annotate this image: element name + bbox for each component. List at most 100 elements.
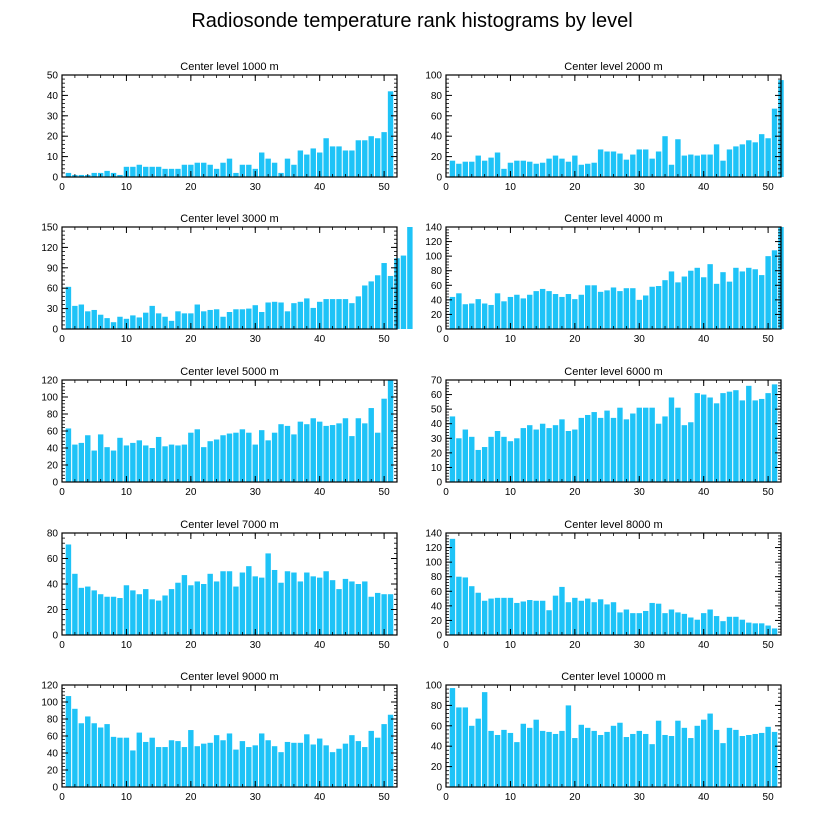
bar [668, 271, 675, 329]
bar [284, 158, 291, 177]
bar [297, 581, 304, 635]
bar [720, 743, 726, 787]
bar [323, 571, 329, 635]
bar [591, 730, 597, 787]
bar [362, 747, 368, 787]
y-tick-label: 100 [425, 681, 442, 692]
bar [336, 589, 342, 635]
bar [297, 421, 304, 482]
panel-2: Center level 2000 m 0 10 20 30 40 50 0 20 40 60 80 1… [425, 61, 784, 193]
bar [349, 303, 355, 329]
bar [636, 407, 642, 482]
bar [316, 301, 323, 329]
bar [688, 270, 694, 329]
bar [194, 162, 200, 177]
bar [368, 596, 374, 635]
y-tick-label: 0 [436, 631, 442, 642]
bar [655, 151, 662, 177]
bar [507, 162, 514, 177]
bar [188, 585, 194, 635]
bar [765, 138, 771, 177]
bar [572, 155, 578, 177]
bar [546, 428, 552, 482]
x-tick-label: 30 [634, 334, 646, 345]
panel-title: Center level 9000 m [180, 671, 278, 683]
bar [572, 299, 578, 329]
bar [362, 581, 368, 635]
bar [585, 727, 591, 787]
bar [720, 272, 726, 329]
bar [552, 733, 559, 787]
bar [623, 288, 630, 329]
x-tick-label: 40 [314, 487, 326, 498]
bar [578, 724, 584, 787]
bar [481, 303, 488, 329]
bar [188, 432, 194, 482]
bar [585, 598, 591, 635]
y-tick-label: 100 [41, 698, 58, 709]
bar [668, 609, 675, 635]
bar [469, 725, 475, 787]
bar [649, 407, 655, 482]
y-tick-label: 80 [47, 410, 59, 421]
bar [188, 164, 194, 177]
bar [162, 747, 168, 787]
bar [494, 431, 501, 482]
bar [201, 447, 207, 482]
bar [226, 571, 233, 635]
bar [181, 747, 188, 787]
y-tick-label: 30 [47, 304, 59, 315]
bar [252, 576, 258, 635]
bar [130, 442, 136, 482]
y-tick-label: 20 [431, 448, 443, 459]
y-tick-label: 40 [47, 91, 59, 102]
x-tick-label: 20 [569, 334, 581, 345]
bar [700, 277, 707, 329]
bar [456, 707, 462, 787]
bar [278, 582, 284, 635]
bar [110, 736, 117, 787]
bar [226, 433, 233, 482]
bar [85, 311, 91, 329]
bar [617, 612, 623, 635]
x-tick-label: 0 [59, 182, 65, 193]
x-tick-label: 20 [185, 792, 197, 803]
bar [514, 602, 520, 635]
bar [259, 152, 265, 177]
bar [265, 158, 271, 177]
bar [462, 161, 469, 177]
bar [259, 577, 265, 636]
bar [104, 724, 110, 787]
bar [162, 446, 168, 482]
bar [520, 723, 527, 787]
x-tick-label: 0 [443, 334, 449, 345]
panel-title: Center level 8000 m [564, 519, 662, 531]
y-tick-label: 0 [436, 783, 442, 794]
x-tick-label: 50 [763, 334, 775, 345]
bar [104, 596, 110, 635]
bar [604, 290, 610, 329]
bar [739, 144, 746, 177]
bar [623, 609, 630, 635]
bar [475, 592, 481, 635]
panel-title: Center level 6000 m [564, 366, 662, 378]
bar [771, 384, 778, 482]
bar [233, 749, 239, 787]
bar [604, 151, 610, 177]
bar [72, 573, 78, 635]
bar [329, 146, 336, 177]
bar [252, 444, 258, 482]
bar [501, 597, 507, 635]
bar [304, 154, 310, 177]
bar [336, 146, 342, 177]
bar [155, 600, 162, 635]
y-tick-label: 40 [47, 444, 59, 455]
y-tick-label: 20 [431, 310, 443, 321]
bar [578, 417, 584, 482]
bar [168, 740, 175, 787]
y-tick-label: 80 [431, 572, 443, 583]
bar [733, 729, 739, 787]
bar [162, 595, 168, 635]
bar [323, 425, 329, 482]
bar [649, 158, 655, 177]
